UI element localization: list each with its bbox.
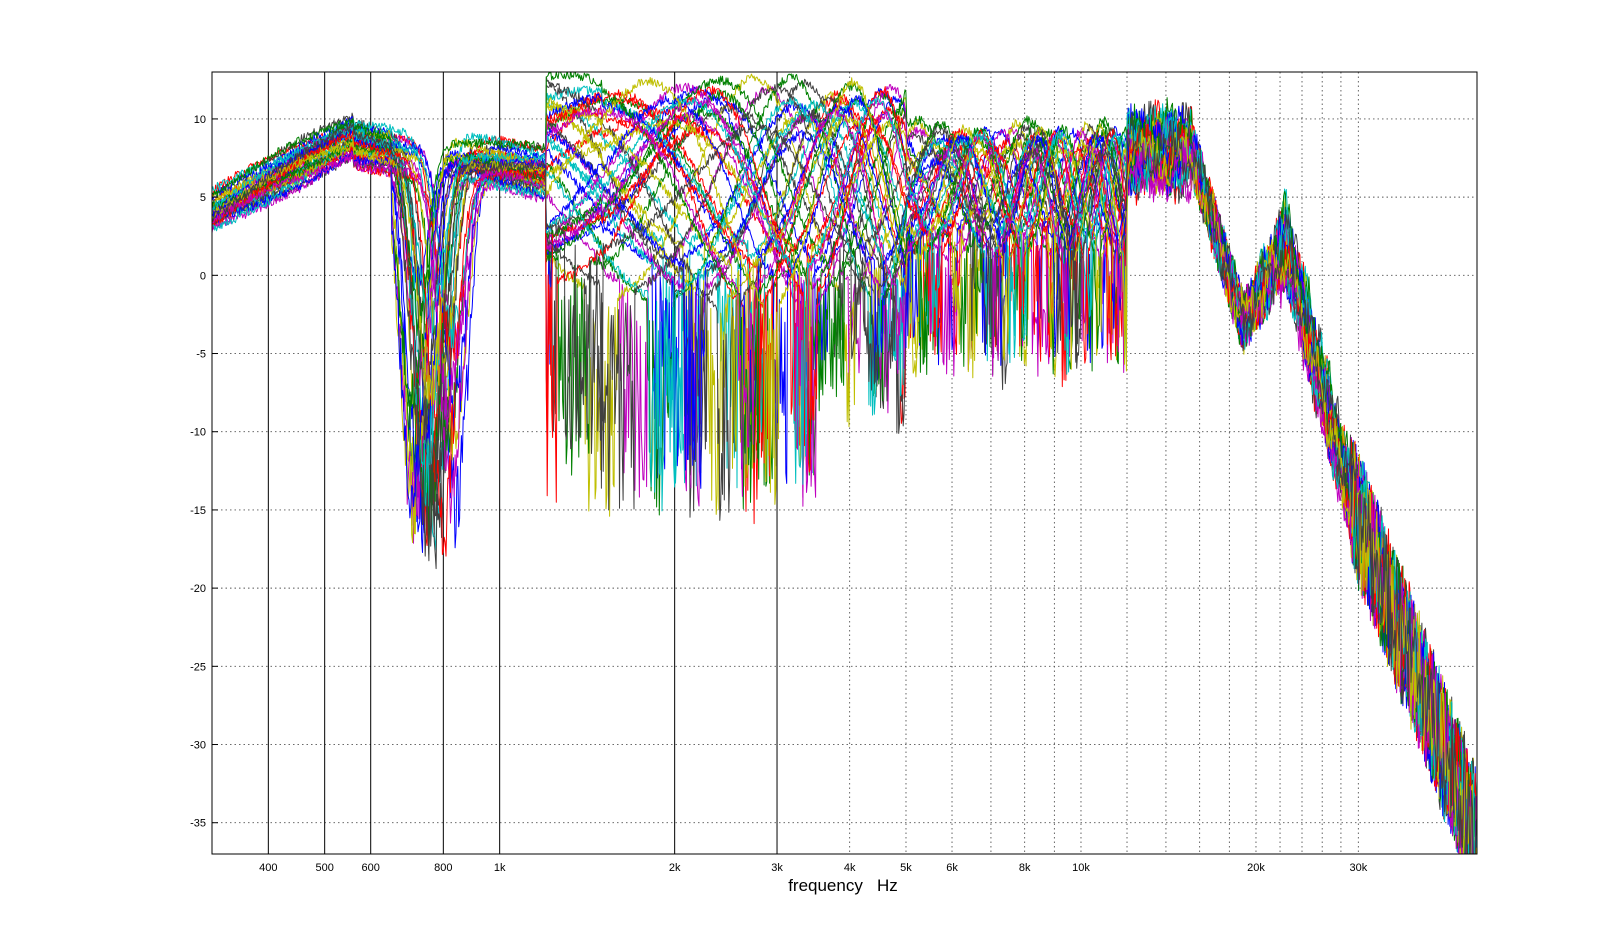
y-tick-label: -5 <box>196 349 206 361</box>
response-curve <box>212 96 1477 854</box>
x-axis-title: frequency Hz <box>788 876 898 895</box>
response-curve <box>212 105 1477 854</box>
y-tick-label: -30 <box>190 740 206 752</box>
x-tick-label: 800 <box>434 862 452 874</box>
x-tick-label: 20k <box>1247 862 1265 874</box>
response-curve <box>212 113 1477 854</box>
y-tick-label: -10 <box>190 427 206 439</box>
x-tick-label: 3k <box>771 862 783 874</box>
x-tick-label: 600 <box>362 862 380 874</box>
series-layer <box>212 72 1477 854</box>
x-tick-label: 2k <box>669 862 681 874</box>
plot-frame <box>211 71 1478 855</box>
y-tick-label: 0 <box>200 270 206 282</box>
x-tick-label: 500 <box>315 862 333 874</box>
x-tick-label: 400 <box>259 862 277 874</box>
y-tick-label: -15 <box>190 505 206 517</box>
y-axis-ticks: 10 5 0 -5 -10 -15 -20 -25 -30 -35 <box>190 114 218 830</box>
x-tick-label: 1k <box>494 862 506 874</box>
y-tick-label: 5 <box>200 192 206 204</box>
x-tick-label: 8k <box>1019 862 1031 874</box>
y-tick-label: -35 <box>190 818 206 830</box>
y-tick-label: -25 <box>190 661 206 673</box>
x-tick-label: 4k <box>844 862 856 874</box>
x-tick-label: 5k <box>900 862 912 874</box>
x-tick-label: 6k <box>946 862 958 874</box>
y-tick-label: 10 <box>194 114 206 126</box>
x-axis-ticks: 400 500 600 800 1k 2k 3k 4k 5k 6k 8k 10k 20k 30k <box>259 862 1368 874</box>
response-curve <box>212 85 1477 854</box>
response-curve <box>212 77 1477 854</box>
y-tick-label: -20 <box>190 583 206 595</box>
x-tick-label: 30k <box>1349 862 1367 874</box>
x-tick-label: 10k <box>1072 862 1090 874</box>
